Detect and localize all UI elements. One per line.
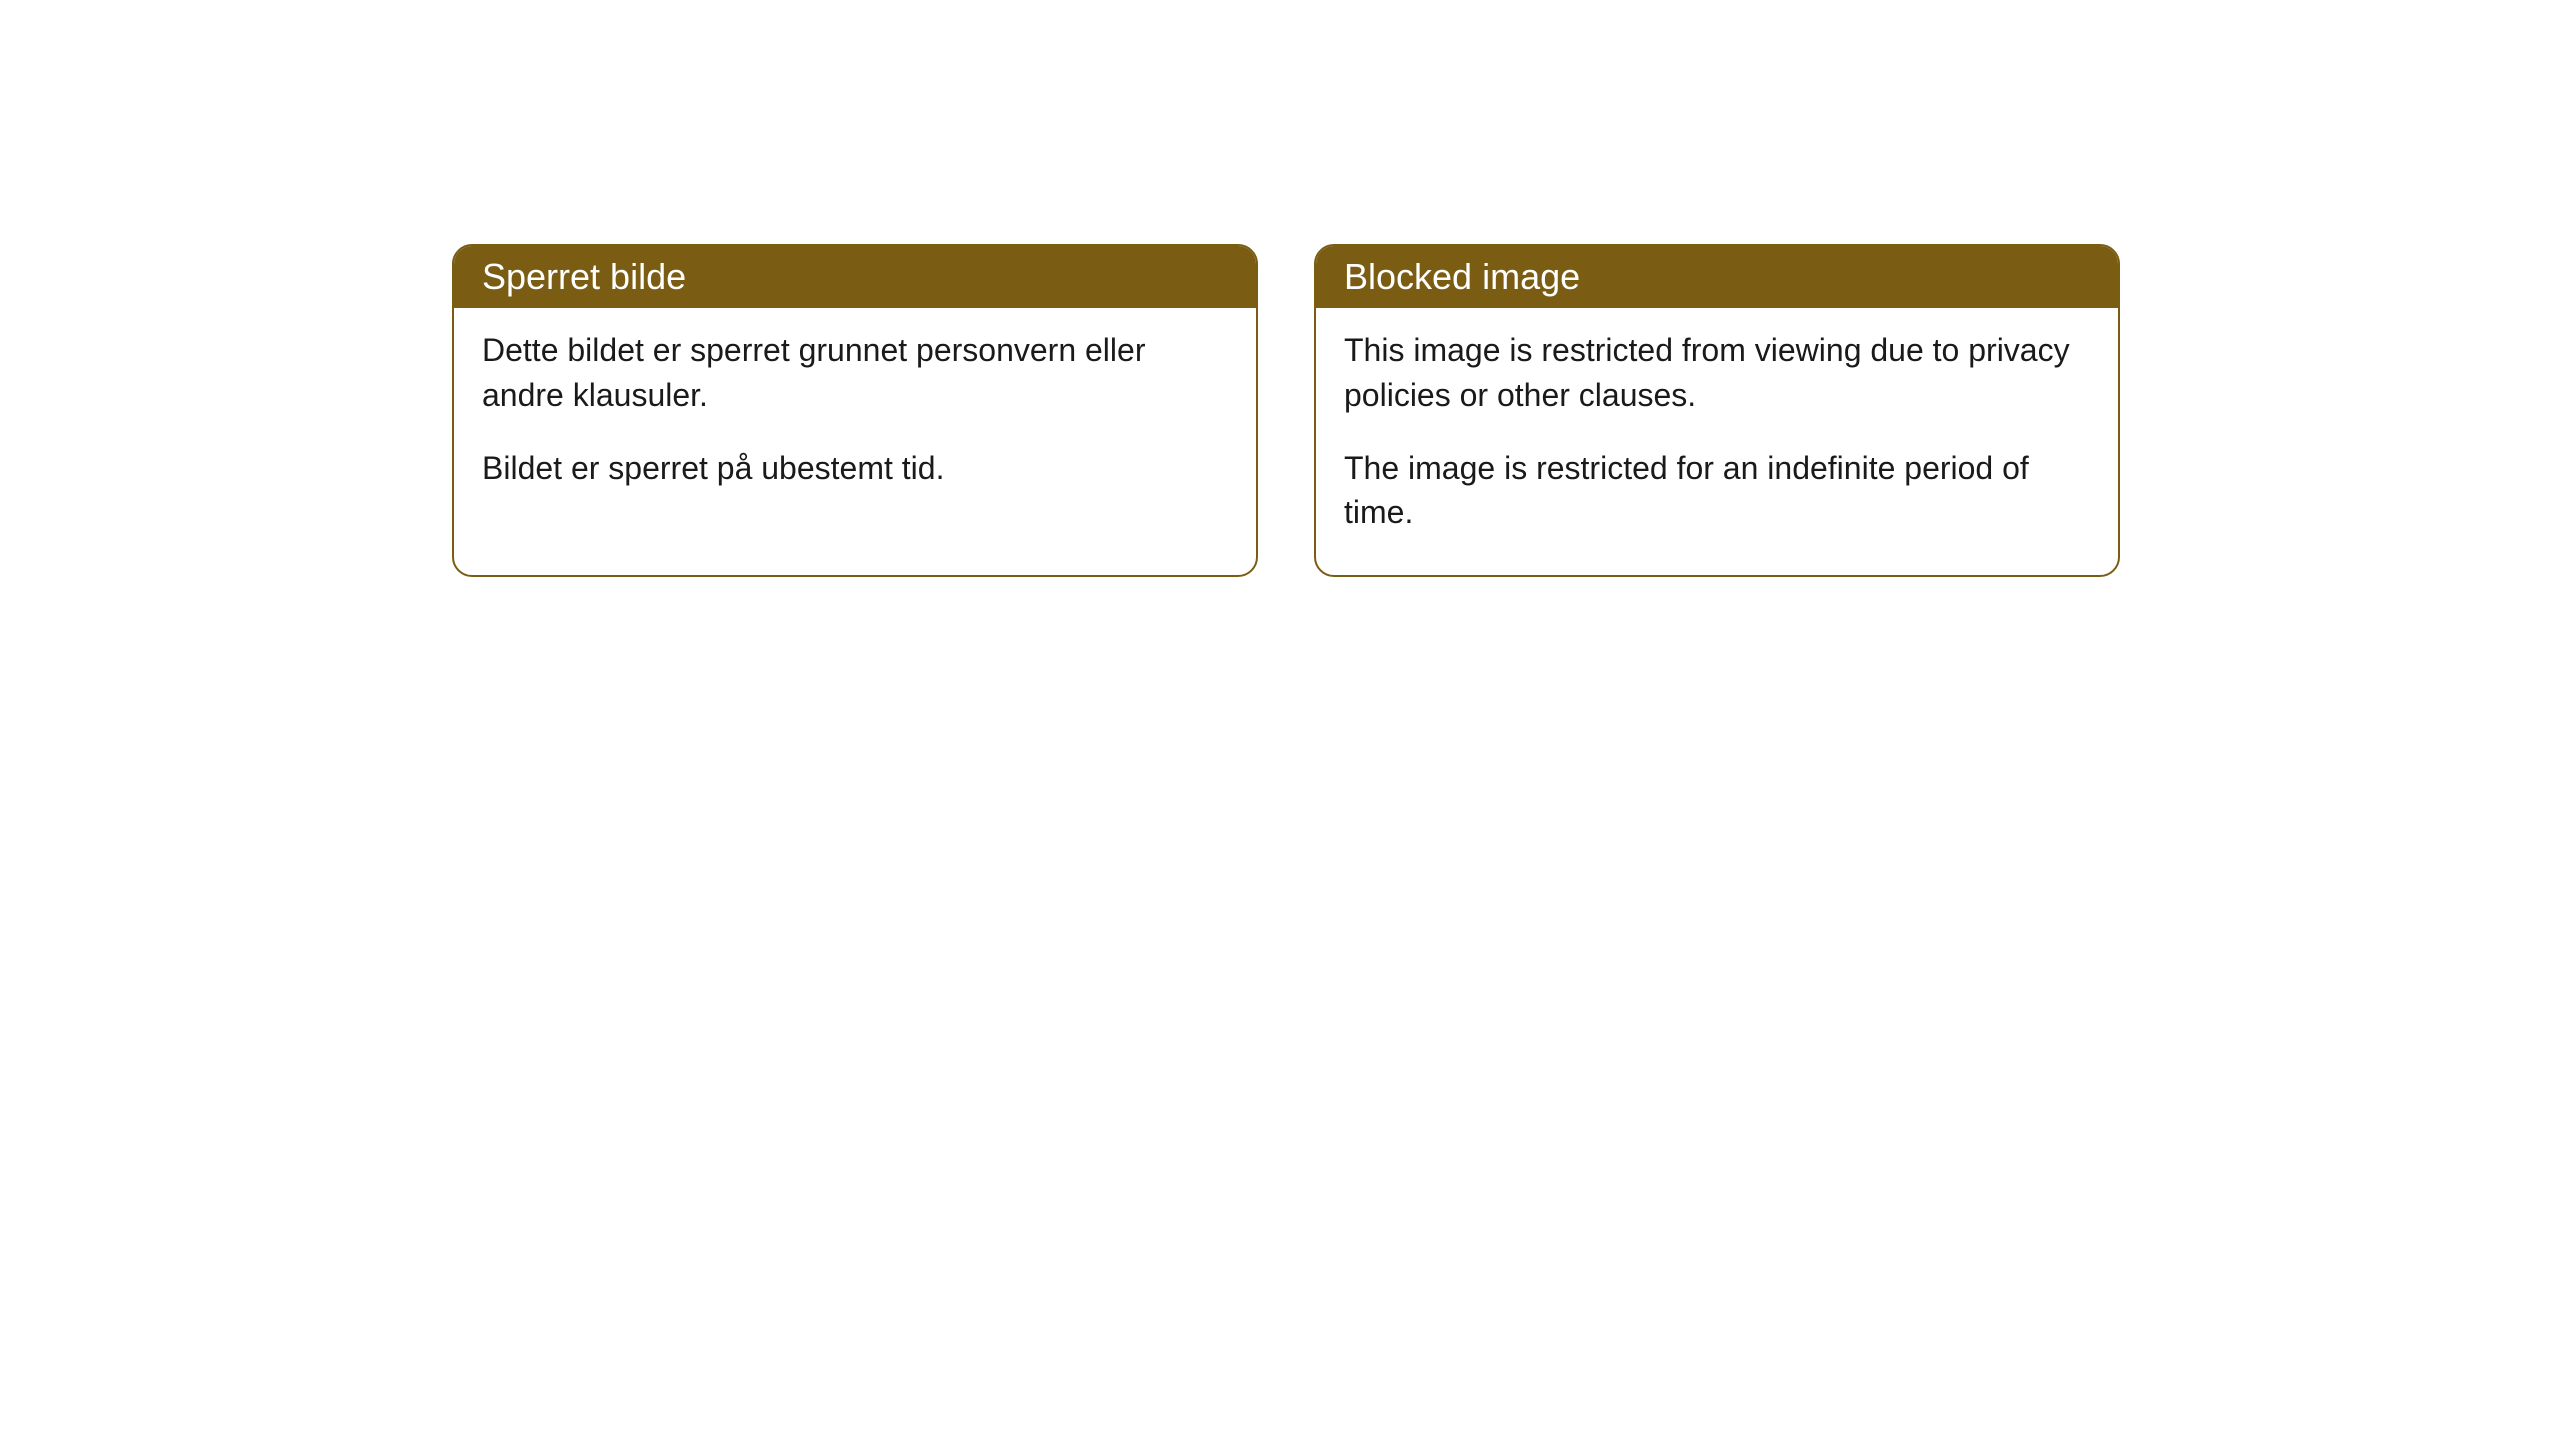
card-body-norwegian: Dette bildet er sperret grunnet personve… xyxy=(454,308,1256,530)
card-para1-norwegian: Dette bildet er sperret grunnet personve… xyxy=(482,328,1228,418)
card-title-english: Blocked image xyxy=(1344,256,1580,297)
card-para1-english: This image is restricted from viewing du… xyxy=(1344,328,2090,418)
card-title-norwegian: Sperret bilde xyxy=(482,256,686,297)
card-english: Blocked image This image is restricted f… xyxy=(1314,244,2120,577)
card-para2-norwegian: Bildet er sperret på ubestemt tid. xyxy=(482,446,1228,491)
card-header-norwegian: Sperret bilde xyxy=(454,246,1256,308)
card-body-english: This image is restricted from viewing du… xyxy=(1316,308,2118,575)
card-norwegian: Sperret bilde Dette bildet er sperret gr… xyxy=(452,244,1258,577)
card-para2-english: The image is restricted for an indefinit… xyxy=(1344,446,2090,536)
cards-container: Sperret bilde Dette bildet er sperret gr… xyxy=(452,244,2120,577)
card-header-english: Blocked image xyxy=(1316,246,2118,308)
